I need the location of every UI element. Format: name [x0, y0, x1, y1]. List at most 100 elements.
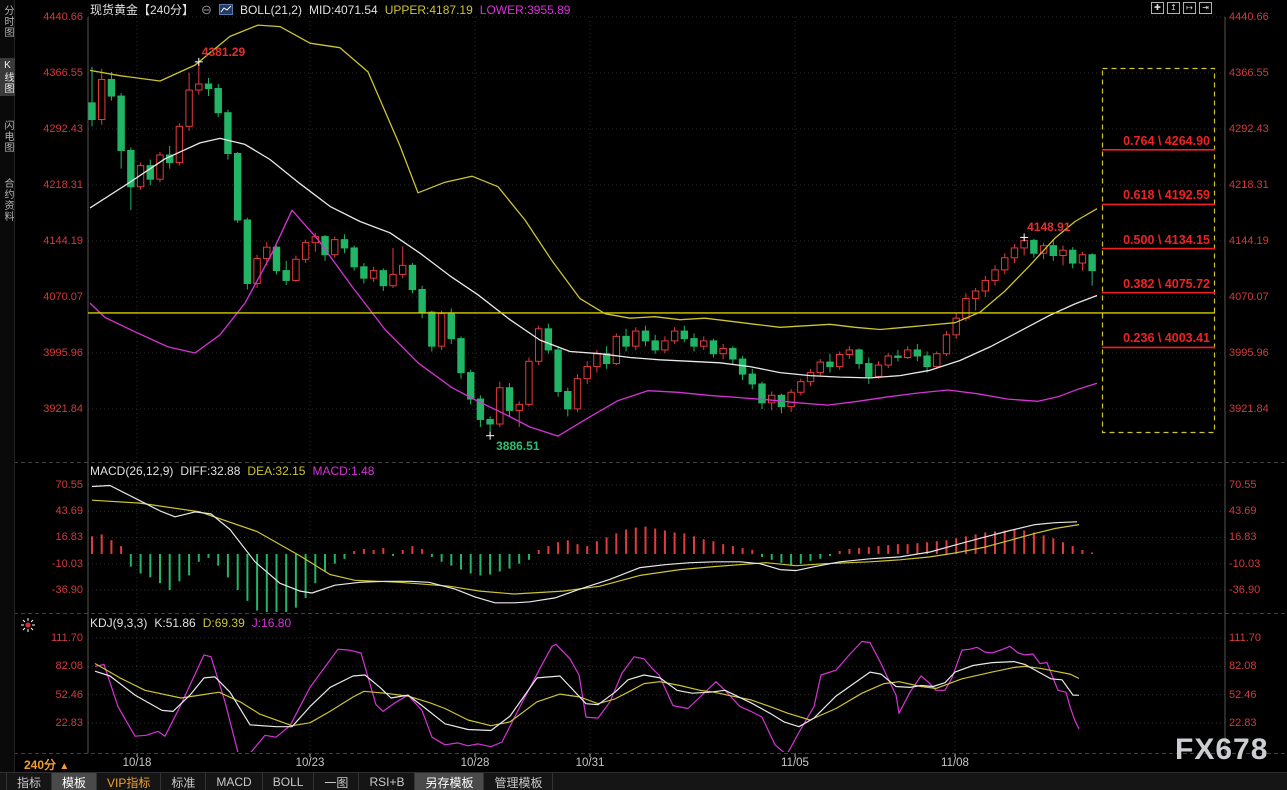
axis-label: -36.90 — [1229, 584, 1261, 596]
extreme-cross-marker — [194, 57, 203, 66]
kdj-header: KDJ(9,3,3) K:51.86 D:69.39 J:16.80 — [90, 616, 291, 630]
pan-right-icon[interactable]: ⇥ — [1199, 2, 1212, 14]
candles-layer — [88, 61, 1096, 436]
sidebar-tab-2[interactable]: K线图 — [0, 58, 15, 96]
price-extreme-label: 4148.91 — [1027, 220, 1071, 235]
axis-label: 3921.84 — [1229, 403, 1269, 415]
axis-label: 4218.31 — [1229, 178, 1269, 191]
axis-label: 70.55 — [55, 479, 83, 491]
axis-label: 22.83 — [1229, 717, 1257, 729]
axis-label: -10.03 — [51, 557, 83, 570]
kdj-d-value: D:69.39 — [202, 616, 245, 630]
macd-value: MACD:1.48 — [312, 464, 375, 478]
boll-mid-value: MID:4071.54 — [308, 2, 378, 17]
date-label: 10/28 — [460, 757, 490, 769]
axis-label: 52.46 — [55, 688, 83, 701]
axis-label: 4070.07 — [43, 291, 83, 303]
extreme-cross-marker — [1020, 233, 1029, 242]
axis-label: -36.90 — [51, 584, 83, 596]
sidebar-tab-4[interactable]: 合约资料 — [2, 178, 13, 222]
crosshair-icon[interactable]: ✚ — [1151, 2, 1164, 14]
fib-retracement-drawing[interactable] — [1101, 67, 1216, 434]
bottom-toolbar: 指标 模板 VIP指标 标准 MACD BOLL 一图 RSI+B 另存模板 管理模板 — [0, 772, 1287, 790]
axis-label: 4144.19 — [1229, 235, 1269, 247]
sidebar-tab-1[interactable]: 分时图 — [2, 5, 13, 38]
boll-upper-value: UPPER:4187.19 — [384, 2, 473, 17]
kdj-name: KDJ(9,3,3) — [90, 616, 148, 630]
axis-label: 4218.31 — [43, 178, 83, 191]
axis-label: 43.69 — [1229, 505, 1257, 518]
toolbar-item-VIP指标[interactable]: VIP指标 — [97, 773, 162, 790]
period-label: 240分 — [24, 758, 57, 772]
macd-dea-value: DEA:32.15 — [247, 464, 306, 478]
axis-label: -10.03 — [1229, 557, 1261, 570]
extreme-cross-marker — [486, 431, 495, 440]
price-extreme-label: 3886.51 — [496, 438, 540, 453]
axis-label: 16.83 — [55, 531, 83, 544]
chart-tool-icons: ✚ ↥ ↦ ⇥ — [1151, 2, 1212, 14]
price-extreme-label: 4381.29 — [201, 44, 246, 59]
axis-label: 111.70 — [1229, 632, 1262, 644]
fib-level-label: 0.500 \ 4134.15 — [1123, 232, 1210, 247]
gridlines — [0, 16, 1287, 757]
axis-label: 16.83 — [1229, 531, 1257, 544]
collapse-icon[interactable]: ⊖ — [201, 1, 212, 17]
watermark: FX678 — [1175, 733, 1269, 766]
axis-label: 82.08 — [1229, 660, 1257, 673]
kdj-lines — [94, 640, 1080, 752]
axis-label: 4070.07 — [1229, 291, 1269, 303]
axis-label: 4440.66 — [1229, 11, 1269, 23]
left-sidebar: 分时图 K线图闪电图合约资料 — [0, 0, 15, 790]
date-label: 10/23 — [295, 757, 325, 769]
main-chart-header: 现货黄金【240分】 ⊖ BOLL(21,2) MID:4071.54 UPPE… — [90, 1, 570, 18]
macd-header: MACD(26,12,9) DIFF:32.88 DEA:32.15 MACD:… — [90, 464, 374, 478]
macd-histogram — [91, 526, 1094, 612]
axis-label: 4366.55 — [43, 66, 83, 79]
chart-type-icon[interactable] — [218, 4, 233, 15]
fib-level-label: 0.382 \ 4075.72 — [1123, 276, 1210, 291]
fib-level-label: 0.618 \ 4192.59 — [1123, 188, 1210, 203]
toolbar-item-MACD[interactable]: MACD — [206, 773, 263, 790]
macd-diff-value: DIFF:32.88 — [180, 464, 241, 478]
axis-label: 4440.66 — [43, 11, 83, 23]
axis-label: 82.08 — [55, 660, 83, 673]
axis-label: 3995.96 — [1229, 346, 1269, 359]
macd-name: MACD(26,12,9) — [90, 464, 174, 478]
fib-level-label: 0.236 \ 4003.41 — [1123, 331, 1210, 346]
macd-lines — [91, 484, 1080, 604]
toolbar-item-模板[interactable]: 模板 — [52, 773, 98, 790]
zoom-vertical-icon[interactable]: ↥ — [1167, 2, 1180, 14]
toolbar-item-另存模板[interactable]: 另存模板 — [415, 773, 485, 790]
toolbar-item-一图[interactable]: 一图 — [314, 773, 360, 790]
boll-label: BOLL(21,2) — [239, 2, 302, 17]
kdj-j-value: J:16.80 — [251, 616, 292, 630]
axis-label: 4366.55 — [1229, 66, 1269, 79]
kdj-settings-icon[interactable] — [21, 618, 35, 632]
date-label: 11/08 — [941, 757, 969, 769]
date-label: 10/18 — [122, 757, 152, 769]
date-label: 11/05 — [781, 757, 809, 769]
boll-lower-value: LOWER:3955.89 — [479, 2, 571, 17]
axis-label: 4144.19 — [43, 235, 83, 247]
period-selector[interactable]: 240分 ▲ — [24, 756, 69, 773]
fib-level-label: 0.764 \ 4264.90 — [1123, 133, 1210, 148]
axis-label: 3995.96 — [43, 346, 83, 359]
toolbar-item-BOLL[interactable]: BOLL — [263, 773, 315, 790]
sidebar-tab-3[interactable]: 闪电图 — [2, 120, 13, 153]
toolbar-item-指标[interactable]: 指标 — [6, 773, 53, 790]
axis-label: 52.46 — [1229, 688, 1257, 701]
toolbar-item-标准[interactable]: 标准 — [161, 773, 207, 790]
kdj-k-value: K:51.86 — [154, 616, 196, 630]
axis-label: 4292.43 — [43, 122, 83, 135]
toolbar-item-RSI+B[interactable]: RSI+B — [359, 773, 416, 790]
bollinger-bands — [89, 24, 1098, 437]
axis-label: 43.69 — [55, 505, 83, 518]
instrument-title: 现货黄金【240分】 — [90, 3, 195, 17]
zoom-horizontal-icon[interactable]: ↦ — [1183, 2, 1196, 14]
axis-label: 3921.84 — [43, 403, 83, 415]
axis-label: 22.83 — [55, 717, 83, 729]
chevron-up-icon: ▲ — [59, 761, 70, 772]
toolbar-item-管理模板[interactable]: 管理模板 — [484, 773, 554, 790]
